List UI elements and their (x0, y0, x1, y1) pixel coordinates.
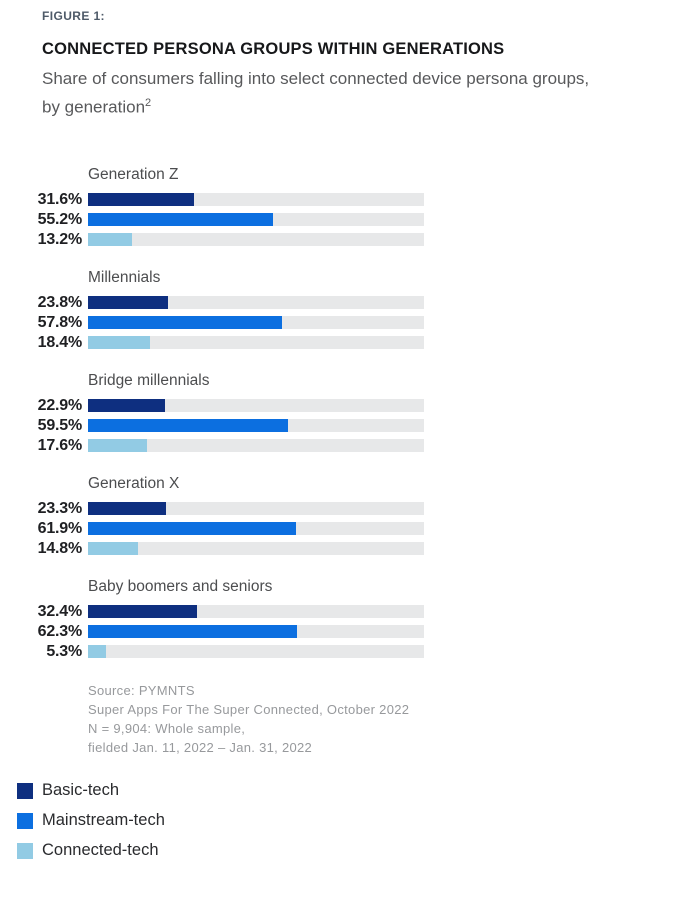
bar-track (88, 315, 424, 329)
bar-row: 61.9% (0, 519, 678, 537)
basic-tech-bar (88, 398, 165, 412)
generation-label: Millennials (88, 268, 161, 286)
source-line: Source: PYMNTS (88, 682, 195, 698)
bar-row: 23.8% (0, 293, 678, 311)
bar-track (88, 501, 424, 515)
figure-number-label: FIGURE 1: (42, 9, 105, 23)
figure-header: FIGURE 1: CONNECTED PERSONA GROUPS WITHI… (0, 0, 678, 120)
bar-row: 31.6% (0, 190, 678, 208)
bar-value-label: 14.8% (37, 539, 83, 557)
source-line: fielded Jan. 11, 2022 – Jan. 31, 2022 (88, 739, 313, 755)
bar-row: 13.2% (0, 230, 678, 248)
bar-value-label: 31.6% (37, 190, 83, 208)
legend-item: Connected-tech (17, 841, 678, 860)
bar-value-label: 23.3% (37, 499, 83, 517)
bar-track (88, 232, 424, 246)
mainstream-tech-bar (88, 212, 274, 226)
bar-value-label: 57.8% (37, 313, 83, 331)
mainstream-tech-bar (88, 418, 288, 432)
legend-item-label: Connected-tech (42, 841, 159, 860)
bar-row: 62.3% (0, 622, 678, 640)
legend-item-label: Mainstream-tech (42, 811, 165, 830)
figure-title: CONNECTED PERSONA GROUPS WITHIN GENERATI… (42, 40, 505, 58)
generation-group: Generation X 23.3% 61.9% 14.8% (0, 474, 678, 557)
generation-label: Generation X (88, 474, 180, 492)
bar-track (88, 521, 424, 535)
mainstream-tech-bar (88, 624, 298, 638)
bar-track (88, 624, 424, 638)
connected-tech-bar (88, 335, 150, 349)
bar-row: 22.9% (0, 396, 678, 414)
connected-tech-bar (88, 438, 148, 452)
generation-label: Baby boomers and seniors (88, 577, 273, 595)
bar-row: 57.8% (0, 313, 678, 331)
bar-value-label: 13.2% (37, 230, 83, 248)
bar-track (88, 398, 424, 412)
chart-legend: Basic-tech Mainstream-tech Connected-tech (17, 781, 678, 860)
bar-row: 18.4% (0, 333, 678, 351)
connected-tech-bar (88, 232, 133, 246)
basic-tech-bar (88, 192, 195, 206)
source-line: N = 9,904: Whole sample, (88, 720, 246, 736)
generation-label: Generation Z (88, 165, 179, 183)
generation-group: Millennials 23.8% 57.8% 18.4% (0, 268, 678, 351)
bar-value-label: 61.9% (37, 519, 83, 537)
bar-value-label: 22.9% (37, 396, 83, 414)
bar-row: 5.3% (0, 642, 678, 660)
subtitle-line-1: Share of consumers falling into select c… (42, 69, 590, 88)
generation-group: Generation Z 31.6% 55.2% 13.2% (0, 165, 678, 248)
bar-track (88, 644, 424, 658)
bar-track (88, 604, 424, 618)
bar-track (88, 541, 424, 555)
figure-subtitle: Share of consumers falling into select c… (42, 66, 678, 120)
bar-row: 32.4% (0, 602, 678, 620)
bar-row: 17.6% (0, 436, 678, 454)
bar-value-label: 17.6% (37, 436, 83, 454)
bar-row: 55.2% (0, 210, 678, 228)
mainstream-tech-bar (88, 315, 283, 329)
bar-value-label: 18.4% (37, 333, 83, 351)
basic-tech-bar (88, 295, 168, 309)
bar-value-label: 55.2% (37, 210, 83, 228)
bar-track (88, 438, 424, 452)
legend-swatch-icon (17, 782, 33, 799)
bar-chart: Generation Z 31.6% 55.2% 13.2% Millennials 23… (0, 165, 678, 660)
bar-value-label: 23.8% (37, 293, 83, 311)
bar-track (88, 418, 424, 432)
legend-item: Mainstream-tech (17, 811, 678, 830)
bar-track (88, 295, 424, 309)
legend-swatch-icon (17, 812, 33, 829)
generation-group: Bridge millennials 22.9% 59.5% 17.6% (0, 371, 678, 454)
mainstream-tech-bar (88, 521, 296, 535)
connected-tech-bar (88, 644, 106, 658)
bar-value-label: 5.3% (46, 642, 82, 660)
legend-item-label: Basic-tech (42, 781, 120, 800)
connected-tech-bar (88, 541, 138, 555)
bar-track (88, 212, 424, 226)
bar-value-label: 59.5% (37, 416, 83, 434)
basic-tech-bar (88, 604, 197, 618)
generation-group: Baby boomers and seniors 32.4% 62.3% 5.3% (0, 577, 678, 660)
source-line: Super Apps For The Super Connected, Octo… (88, 701, 410, 717)
bar-track (88, 335, 424, 349)
generation-label: Bridge millennials (88, 371, 210, 389)
subtitle-line-2: by generation (42, 97, 146, 117)
basic-tech-bar (88, 501, 167, 515)
bar-value-label: 62.3% (37, 622, 83, 640)
bar-row: 14.8% (0, 539, 678, 557)
subtitle-footnote-marker: 2 (145, 97, 152, 109)
bar-value-label: 32.4% (37, 602, 83, 620)
bar-row: 59.5% (0, 416, 678, 434)
source-note: Source: PYMNTS Super Apps For The Super C… (88, 681, 678, 757)
legend-item: Basic-tech (17, 781, 678, 800)
bar-row: 23.3% (0, 499, 678, 517)
bar-track (88, 192, 424, 206)
legend-swatch-icon (17, 842, 33, 859)
